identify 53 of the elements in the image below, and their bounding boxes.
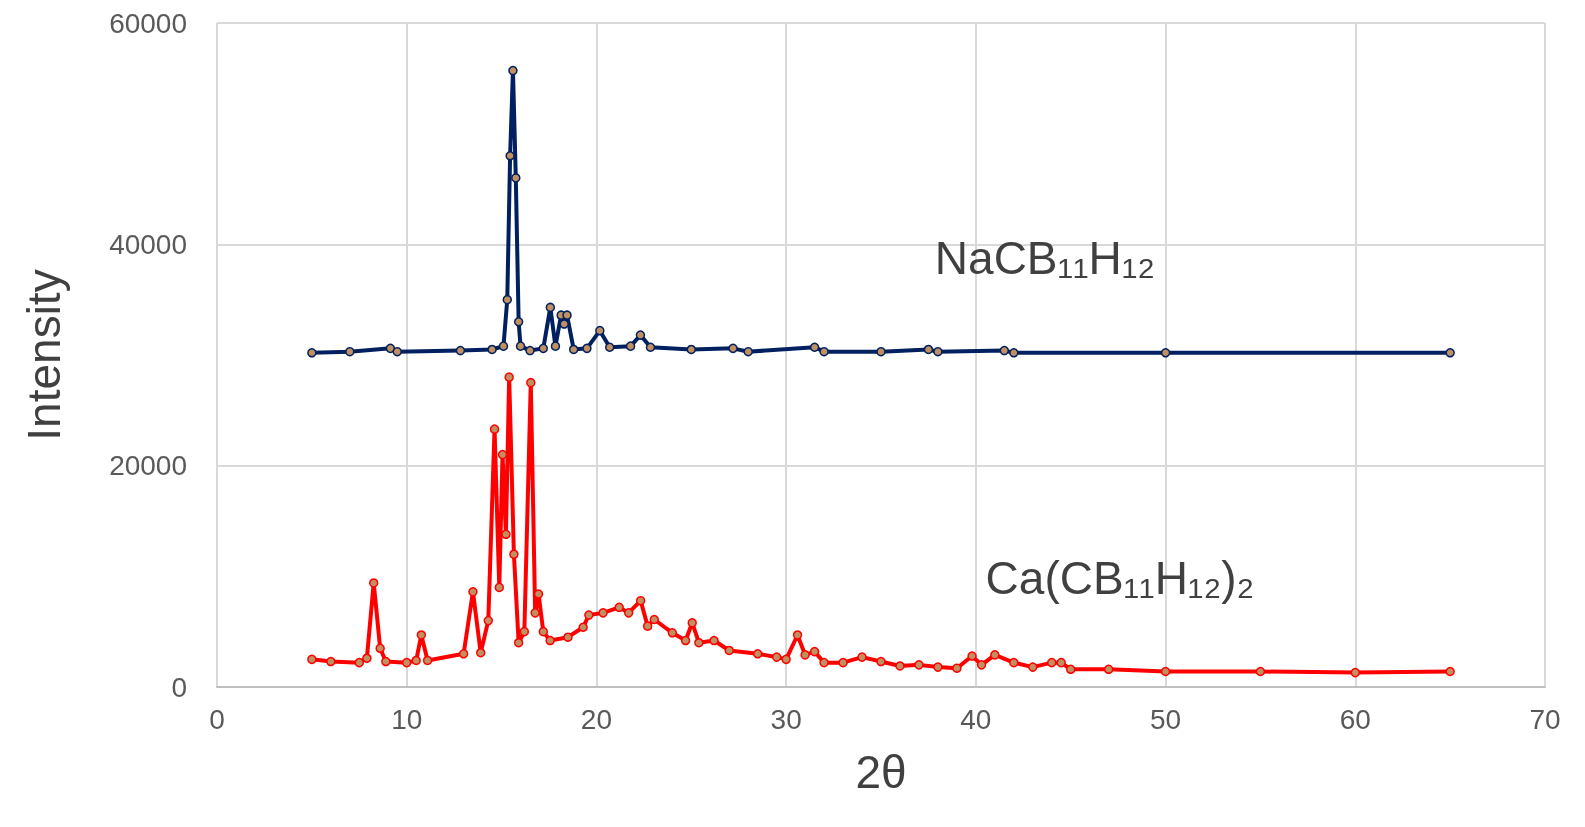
point <box>498 341 509 351</box>
point <box>511 173 521 183</box>
point <box>809 342 820 352</box>
point <box>1445 348 1455 358</box>
point <box>728 343 738 354</box>
point <box>595 325 605 336</box>
point <box>502 294 513 305</box>
point <box>515 341 526 351</box>
point <box>385 343 396 354</box>
point <box>876 346 886 357</box>
point <box>625 341 636 351</box>
x-tick-label: 50 <box>1149 703 1182 735</box>
point <box>550 341 561 351</box>
point <box>508 65 518 76</box>
y-tick-label: 20000 <box>109 450 187 482</box>
x-tick-label: 0 <box>209 703 225 735</box>
x-axis-title: 2θ <box>855 746 907 798</box>
point <box>392 346 402 357</box>
y-tick-label: 60000 <box>109 7 187 39</box>
x-tick-label: 10 <box>391 703 423 735</box>
point <box>635 330 646 340</box>
point <box>1009 348 1019 358</box>
point <box>525 345 535 356</box>
point <box>487 344 497 355</box>
point <box>505 151 515 161</box>
series-label: NaCB₁₁H₁₂ <box>934 232 1156 284</box>
y-tick-label: 40000 <box>109 228 187 260</box>
point <box>455 345 466 356</box>
point <box>999 345 1010 356</box>
y-tick-label: 0 <box>171 671 187 703</box>
x-tick-label: 70 <box>1529 703 1561 735</box>
point <box>545 302 556 313</box>
y-axis-title: Intensity <box>18 269 70 441</box>
point <box>933 346 943 357</box>
x-tick-label: 60 <box>1339 703 1371 735</box>
point <box>645 342 656 352</box>
point <box>345 346 355 357</box>
point <box>743 346 753 357</box>
point <box>307 348 317 358</box>
series-label: Ca(CB₁₁H₁₂)₂ <box>985 552 1255 604</box>
point <box>538 343 549 354</box>
point <box>568 344 579 355</box>
x-tick-label: 40 <box>960 703 992 735</box>
point <box>923 344 934 355</box>
point <box>582 343 592 354</box>
point <box>1160 348 1171 358</box>
point <box>562 310 572 320</box>
point <box>604 342 615 352</box>
point <box>686 344 697 355</box>
x-tick-label: 30 <box>770 703 802 735</box>
point <box>819 346 829 357</box>
x-tick-label: 20 <box>580 703 613 735</box>
point <box>513 317 524 327</box>
